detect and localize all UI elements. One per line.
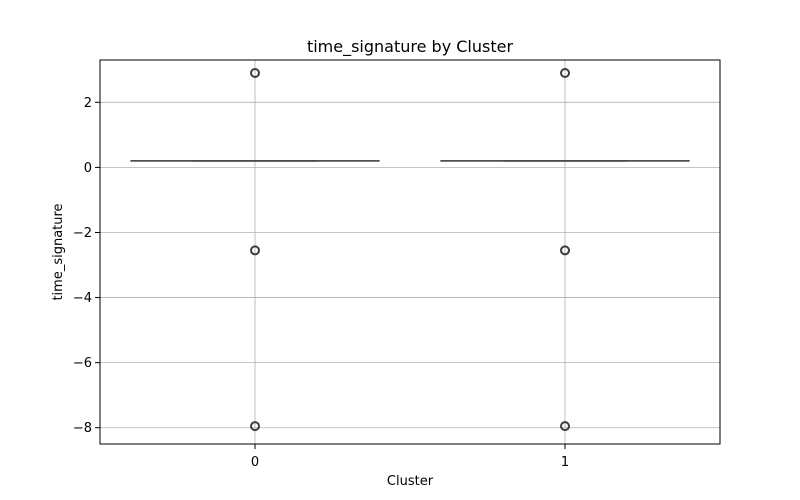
- outlier-point: [250, 421, 260, 432]
- y-tick-label: 0: [84, 161, 92, 176]
- box-group-1: [440, 68, 690, 432]
- x-axis-label: Cluster: [387, 474, 434, 489]
- x-tick-label: 1: [561, 455, 569, 470]
- y-tick-label: −4: [73, 291, 92, 306]
- outlier-point: [250, 245, 260, 256]
- plot-area-frame: [99, 59, 721, 445]
- y-tick-label: −8: [73, 421, 92, 436]
- grid-layer: [100, 60, 720, 444]
- outlier-point: [560, 421, 570, 432]
- outlier-point: [560, 68, 570, 79]
- y-axis-label: time_signature: [51, 203, 66, 300]
- box-group-0: [130, 68, 380, 432]
- y-tick-label: −6: [73, 356, 92, 371]
- outlier-point: [250, 68, 260, 79]
- y-tick-label: 2: [84, 96, 92, 111]
- box-layer: [130, 68, 690, 432]
- tick-layer: 2 0 −2 −4 −6 −8 0 1: [73, 96, 569, 470]
- x-tick-label: 0: [251, 455, 259, 470]
- chart-title: time_signature by Cluster: [307, 37, 514, 57]
- y-tick-label: −2: [73, 226, 92, 241]
- outlier-point: [560, 245, 570, 256]
